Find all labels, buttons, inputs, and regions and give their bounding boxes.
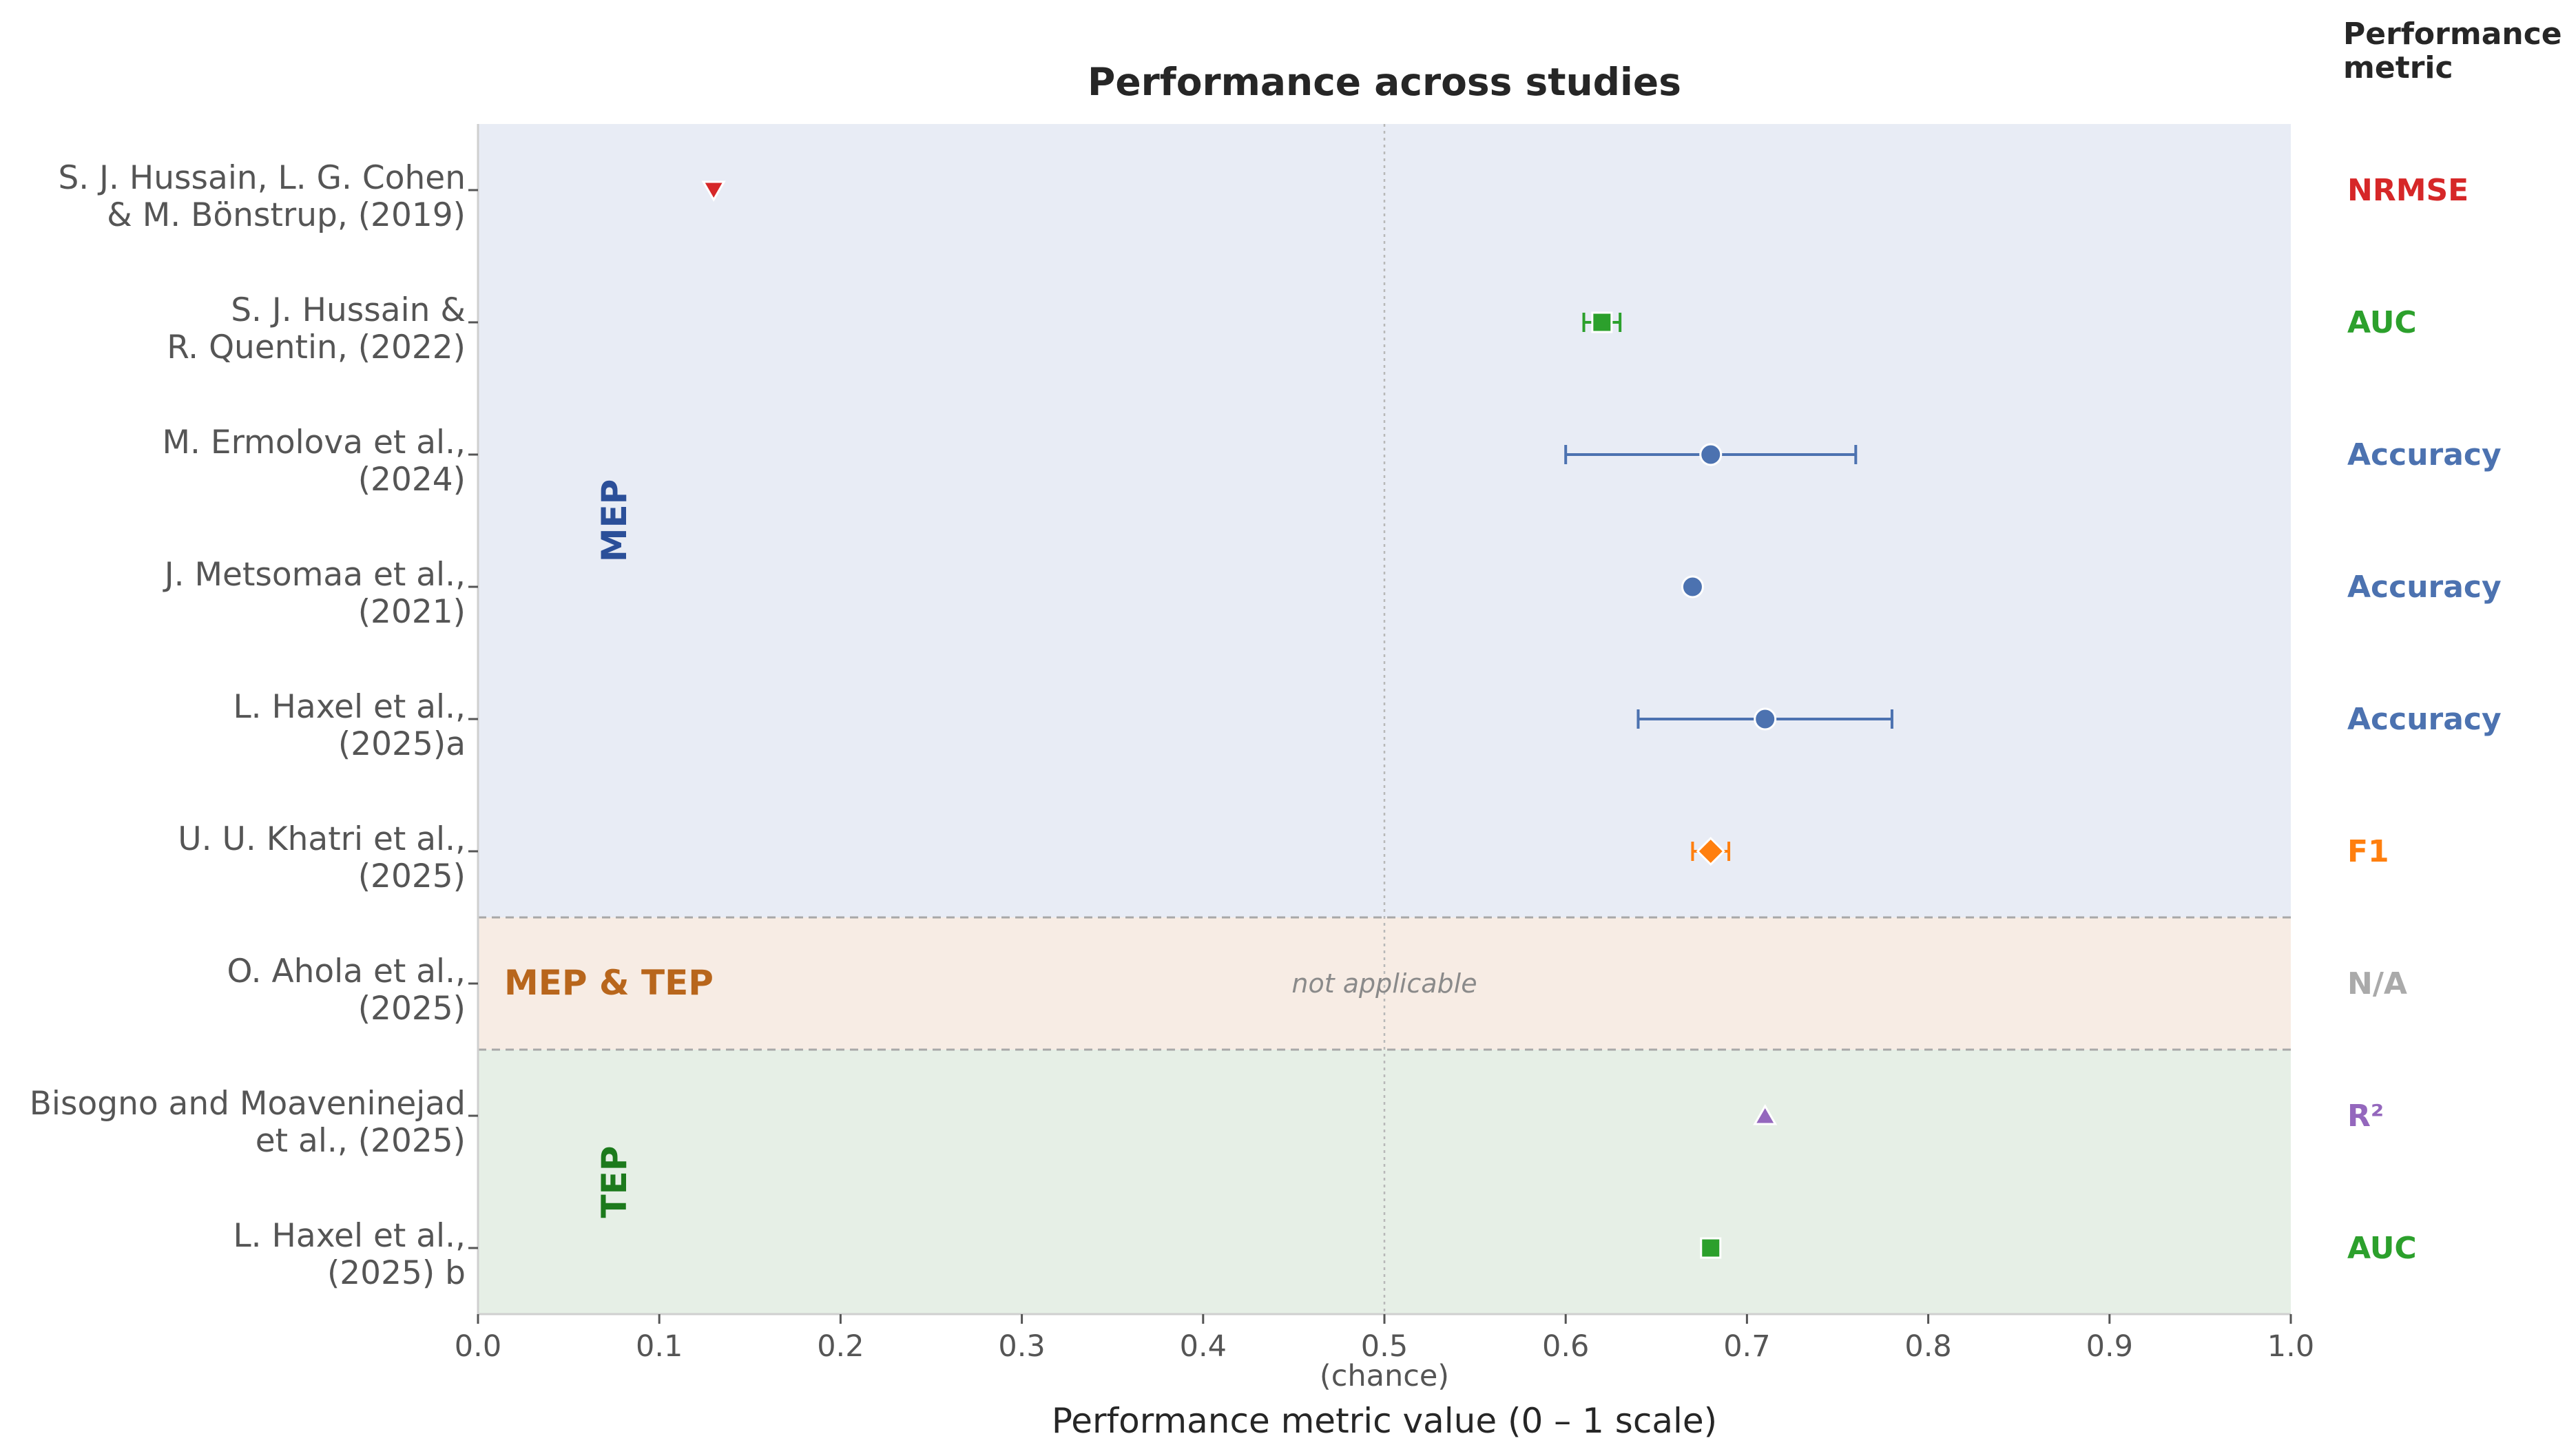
metric-label: F1 xyxy=(2347,834,2389,869)
study-label-line: L. Haxel et al., xyxy=(233,688,466,726)
triangle-down-marker xyxy=(701,180,726,202)
study-label: L. Haxel et al., (2025) b xyxy=(233,1217,466,1292)
not-applicable-annotation: not applicable xyxy=(1291,968,1477,999)
x-tick-label: 0.6 xyxy=(1542,1329,1589,1364)
circle-marker xyxy=(1681,575,1704,599)
study-label-line: (2021) xyxy=(358,593,466,631)
study-label-line: (2025) b xyxy=(327,1254,466,1292)
study-label: S. J. Hussain & R. Quentin, (2022) xyxy=(167,291,466,366)
circle-marker xyxy=(1699,443,1723,466)
metric-label: AUC xyxy=(2347,305,2417,340)
square-marker xyxy=(1700,1237,1722,1259)
chart-title: Performance across studies xyxy=(1088,60,1681,104)
study-label-line: U. U. Khatri et al., xyxy=(178,820,466,858)
metric-header-line-1: Performance xyxy=(2343,17,2562,52)
metric-labels: NRMSE AUC Accuracy Accuracy Accuracy F1 N/A R² A… xyxy=(2347,173,2502,1266)
metric-label: Accuracy xyxy=(2347,570,2502,605)
group-labels: MEP MEP & TEP TEP xyxy=(504,479,714,1218)
x-tick-label: 0.3 xyxy=(998,1329,1045,1364)
study-label-line: S. J. Hussain, L. G. Cohen xyxy=(58,159,466,197)
study-label: L. Haxel et al., (2025)a xyxy=(233,688,466,763)
x-tick-label: 0.4 xyxy=(1180,1329,1227,1364)
study-label: J. Metsomaa et al., (2021) xyxy=(163,556,466,631)
study-label-line: (2025) xyxy=(358,990,466,1028)
metric-label: R² xyxy=(2347,1099,2384,1134)
study-label-line: (2025)a xyxy=(338,725,466,763)
study-label-line: M. Ermolova et al., xyxy=(162,424,466,461)
data-markers xyxy=(701,180,1778,1259)
metric-label: NRMSE xyxy=(2347,173,2469,208)
study-label-line: Bisogno and Moaveninejad xyxy=(30,1085,466,1123)
x-tick-label: 0.9 xyxy=(2086,1329,2133,1364)
triangle-up-marker xyxy=(1753,1103,1778,1125)
x-tick-label: 1.0 xyxy=(2267,1329,2314,1364)
study-label-line: et al., (2025) xyxy=(256,1122,466,1160)
x-ticks: 0.0 0.1 0.2 0.3 0.4 0.5 0.6 0.7 0.8 0.9 1.0 xyxy=(455,1314,2314,1364)
study-label-line: O. Ahola et al., xyxy=(227,953,466,990)
study-label: M. Ermolova et al., (2024) xyxy=(162,424,466,499)
metric-header-line-2: metric xyxy=(2343,50,2453,85)
group-label: MEP & TEP xyxy=(504,963,714,1003)
study-labels: S. J. Hussain, L. G. Cohen & M. Bönstrup,… xyxy=(30,159,466,1292)
study-label-line: S. J. Hussain & xyxy=(231,291,466,329)
metric-label: Accuracy xyxy=(2347,702,2502,737)
x-tick-label: 0.1 xyxy=(636,1329,683,1364)
x-tick-label: 0.5 xyxy=(1361,1329,1408,1364)
study-label: U. U. Khatri et al., (2025) xyxy=(178,820,466,895)
diamond-marker xyxy=(1696,836,1725,866)
group-label: MEP xyxy=(594,479,634,563)
metric-label: AUC xyxy=(2347,1231,2417,1266)
metric-label: N/A xyxy=(2347,966,2407,1001)
study-label: S. J. Hussain, L. G. Cohen & M. Bönstrup,… xyxy=(58,159,466,234)
study-label-line: (2025) xyxy=(358,857,466,895)
y-ticks xyxy=(468,189,478,1249)
study-label-line: L. Haxel et al., xyxy=(233,1217,466,1255)
group-label: TEP xyxy=(594,1146,634,1218)
x-tick-label: 0.8 xyxy=(1904,1329,1951,1364)
study-label-line: J. Metsomaa et al., xyxy=(163,556,466,594)
metric-label: Accuracy xyxy=(2347,437,2502,472)
x-tick-label: 0.0 xyxy=(455,1329,501,1364)
square-marker xyxy=(1591,311,1613,333)
x-tick-label: 0.2 xyxy=(817,1329,864,1364)
study-label-line: R. Quentin, (2022) xyxy=(167,329,466,366)
x-axis-label: Performance metric value (0 – 1 scale) xyxy=(1052,1401,1717,1441)
x-tick-label: 0.7 xyxy=(1723,1329,1770,1364)
chance-label: (chance) xyxy=(1320,1359,1449,1393)
circle-marker xyxy=(1754,707,1777,731)
study-label-line: & M. Bönstrup, (2019) xyxy=(107,196,466,234)
study-label-line: (2024) xyxy=(358,461,466,499)
study-label: O. Ahola et al., (2025) xyxy=(227,953,466,1028)
study-label: Bisogno and Moaveninejad et al., (2025) xyxy=(30,1085,466,1160)
